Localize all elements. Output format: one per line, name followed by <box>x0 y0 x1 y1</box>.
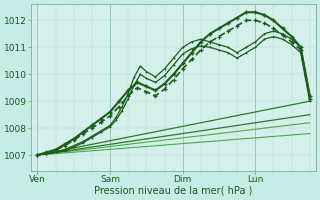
X-axis label: Pression niveau de la mer( hPa ): Pression niveau de la mer( hPa ) <box>94 186 253 196</box>
